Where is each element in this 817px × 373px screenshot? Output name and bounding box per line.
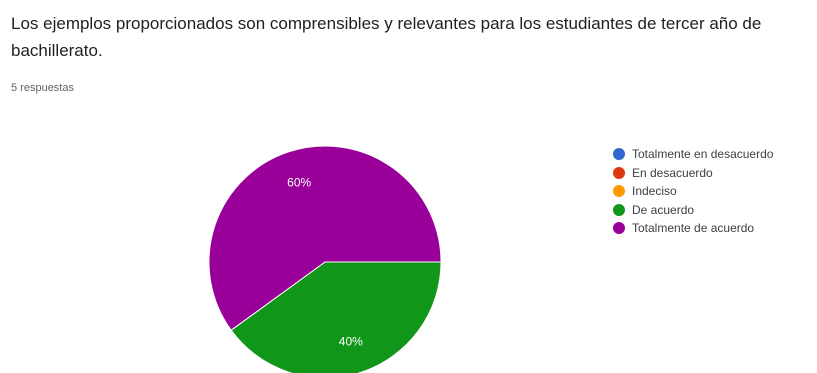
legend-label: De acuerdo	[632, 202, 695, 217]
slice-label-totalmente-de-acuerdo: 60%	[287, 176, 311, 190]
pie-slice-de-acuerdo[interactable]	[230, 261, 442, 373]
legend-swatch	[613, 203, 625, 216]
legend-item-indeciso[interactable]: Indeciso	[613, 182, 773, 201]
pie-slice-totalmente-de-acuerdo[interactable]	[208, 145, 442, 331]
legend-swatch	[613, 148, 625, 161]
legend-item-en-desacuerdo[interactable]: En desacuerdo	[613, 164, 773, 183]
legend-item-de-acuerdo[interactable]: De acuerdo	[613, 201, 773, 220]
chart-legend: Totalmente en desacuerdo En desacuerdo Ind…	[613, 145, 773, 238]
legend-label: Indeciso	[632, 184, 677, 199]
legend-swatch	[613, 166, 625, 179]
legend-swatch	[613, 222, 625, 235]
legend-label: Totalmente de acuerdo	[632, 221, 755, 236]
response-count: 5 respuestas	[11, 82, 74, 94]
slice-label-de-acuerdo: 40%	[339, 334, 363, 348]
legend-swatch	[613, 185, 625, 198]
question-title: Los ejemplos proporcionados son comprens…	[11, 14, 762, 60]
legend-item-totalmente-en-desacuerdo[interactable]: Totalmente en desacuerdo	[613, 145, 773, 164]
legend-label: En desacuerdo	[632, 165, 713, 180]
legend-item-totalmente-de-acuerdo[interactable]: Totalmente de acuerdo	[613, 219, 773, 238]
legend-label: Totalmente en desacuerdo	[632, 147, 774, 162]
